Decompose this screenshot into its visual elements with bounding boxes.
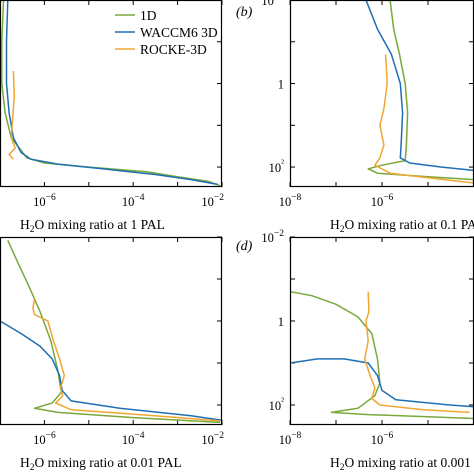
x-tick-label: 10−6 xyxy=(371,193,394,209)
y-tick-label: 10−2 xyxy=(261,229,284,245)
axes-frame xyxy=(0,0,223,188)
series-line-one-d xyxy=(7,239,221,424)
series-line-rocke xyxy=(8,70,16,160)
series-line-one-d xyxy=(290,290,474,420)
x-tick-label: 10−2 xyxy=(201,193,224,209)
x-axis-label: H2O mixing ratio at 0.01 PAL xyxy=(20,455,182,473)
y-tick-label: 1 xyxy=(278,78,284,92)
legend-label-rocke: ROCKE-3D xyxy=(140,42,207,57)
axes-frame xyxy=(289,236,474,426)
x-axis-label: H2O mixing ratio at 0.001 PAL xyxy=(330,455,474,473)
x-tick-label: 10−2 xyxy=(201,431,224,447)
series-line-rocke xyxy=(32,298,221,422)
panel-label-d: (d) xyxy=(236,239,253,254)
x-tick-label: 10−6 xyxy=(33,193,56,209)
y-tick-label: 10² xyxy=(269,159,285,175)
series-line-one-d xyxy=(367,0,474,181)
axes-frame xyxy=(289,0,474,188)
x-tick-label: 10−8 xyxy=(279,431,302,447)
panel-d: 10−8 10−6 10−2 1 10² H2O mixing ratio at 0.00… xyxy=(261,229,474,473)
panel-b: 10−8 10−6 10−2 1 10² H2O mixing ratio at 0.1 … xyxy=(261,0,474,235)
axes-frame xyxy=(0,236,223,426)
panel-a: 10−6 10−4 10−2 H2O mixing ratio at 1 PAL xyxy=(0,0,224,235)
x-axis-label: H2O mixing ratio at 1 PAL xyxy=(20,217,165,235)
x-tick-label: 10−6 xyxy=(371,431,394,447)
series-line-waccm6 xyxy=(290,358,474,408)
panel-c: 10−6 10−4 10−2 H2O mixing ratio at 0.01 PAL xyxy=(0,236,224,473)
y-tick-label: 1 xyxy=(278,315,284,329)
series-line-waccm6 xyxy=(0,320,222,421)
series-line-one-d xyxy=(1,0,221,187)
y-tick-label: 10−2 xyxy=(261,0,284,8)
series-line-waccm6 xyxy=(365,0,474,172)
y-tick-label: 10² xyxy=(269,397,285,413)
series-line-rocke xyxy=(374,54,474,184)
x-tick-label: 10−4 xyxy=(122,193,145,209)
series-line-waccm6 xyxy=(5,0,218,186)
x-tick-label: 10−4 xyxy=(122,431,145,447)
legend-label-1d: 1D xyxy=(140,8,157,23)
panel-label-b: (b) xyxy=(236,5,253,20)
legend-label-waccm6: WACCM6 3D xyxy=(140,25,218,40)
legend: 1D WACCM6 3D ROCKE-3D xyxy=(115,8,218,57)
x-tick-label: 10−8 xyxy=(279,193,302,209)
series-line-rocke xyxy=(363,291,470,414)
x-tick-label: 10−6 xyxy=(33,431,56,447)
x-axis-label: H2O mixing ratio at 0.1 PAL xyxy=(330,217,474,235)
